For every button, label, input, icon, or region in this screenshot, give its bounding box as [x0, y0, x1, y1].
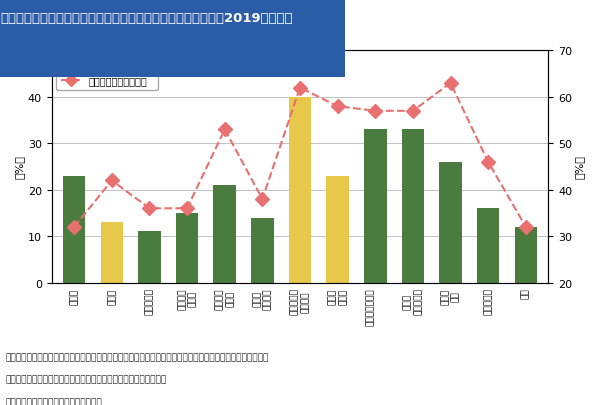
Text: （出所）総務省統計より大和総研作成。: （出所）総務省統計より大和総研作成。 — [6, 397, 103, 405]
Bar — [439, 162, 462, 283]
Legend: 労働市場からの退出確率, 被扶養者比率（右軸）: 労働市場からの退出確率, 被扶養者比率（右軸） — [56, 56, 158, 91]
Bar — [251, 218, 274, 283]
Bar — [401, 130, 424, 283]
Y-axis label: （%）: （%） — [575, 155, 585, 179]
Bar — [289, 98, 311, 283]
Text: （注）労働市場からの退出確率は離職者に占める非労働力人口の比率、被扶養者比率は就業者に占める世帯主: （注）労働市場からの退出確率は離職者に占める非労働力人口の比率、被扶養者比率は就… — [6, 352, 269, 361]
Bar — [326, 176, 349, 283]
Text: （単身世帯の者を含む）以外の者の比率。サ業はサービス業の略。: （単身世帯の者を含む）以外の者の比率。サ業はサービス業の略。 — [6, 375, 167, 384]
Bar — [138, 232, 161, 283]
Text: 図表　業種別に見た労働市場からの退出確率と被扶養者比率（2019年平均）: 図表 業種別に見た労働市場からの退出確率と被扶養者比率（2019年平均） — [0, 12, 293, 25]
Bar — [477, 209, 499, 283]
Bar — [176, 213, 199, 283]
Bar — [101, 223, 123, 283]
Bar — [364, 130, 386, 283]
Bar — [515, 227, 537, 283]
Y-axis label: （%）: （%） — [15, 155, 25, 179]
Bar — [63, 176, 85, 283]
Bar — [214, 185, 236, 283]
